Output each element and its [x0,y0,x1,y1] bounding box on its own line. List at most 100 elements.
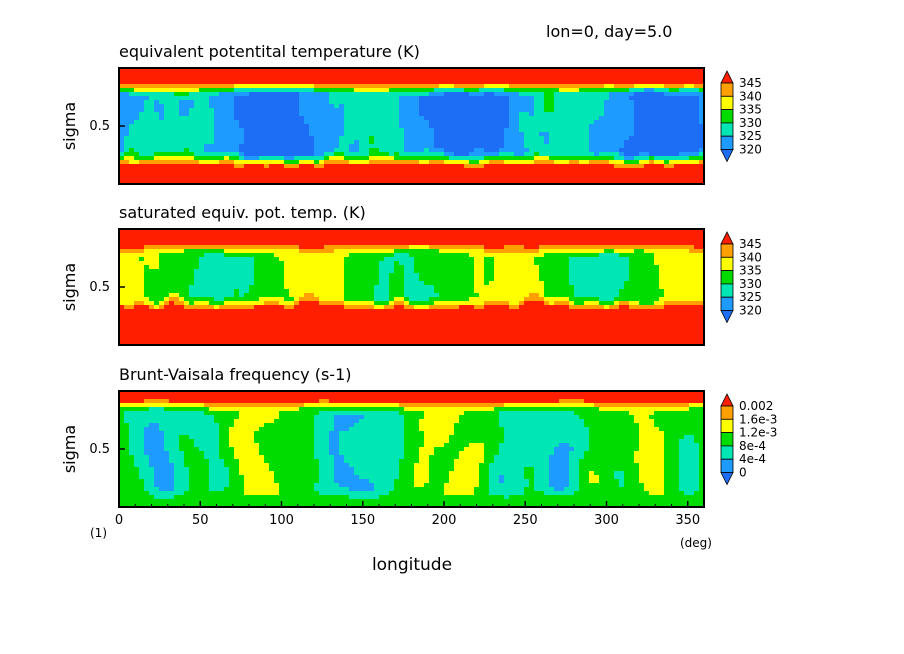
contour-cell [344,164,350,169]
contour-cell [199,273,205,278]
contour-cell [269,92,275,97]
contour-cell [329,229,335,234]
contour-cell [159,233,165,238]
contour-cell [354,269,360,274]
contour-cell [419,160,425,165]
contour-cell [394,104,400,109]
contour-cell [619,172,625,177]
contour-cell [259,100,265,105]
contour-cell [209,237,215,242]
contour-cell [544,245,550,250]
contour-cell [659,112,665,117]
contour-cell [414,148,420,153]
contour-cell [374,160,380,165]
contour-cell [539,124,545,129]
contour-cell [529,233,535,238]
contour-cell [254,68,260,73]
contour-cell [474,253,480,258]
contour-cell [369,124,375,129]
contour-cell [299,144,305,149]
contour-cell [699,265,705,270]
contour-cell [384,164,390,169]
contour-cell [499,72,505,77]
contour-cell [584,277,590,282]
contour-cell [259,172,265,177]
contour-cell [689,84,695,89]
contour-cell [529,249,535,254]
contour-cell [159,241,165,246]
contour-cell [454,261,460,266]
contour-cell [434,136,440,141]
contour-cell [674,116,680,121]
contour-cell [144,172,150,177]
contour-cell [569,257,575,262]
contour-cell [269,128,275,133]
contour-cell [534,116,540,121]
contour-cell [584,249,590,254]
contour-cell [464,261,470,266]
contour-cell [139,257,145,262]
contour-cell [299,176,305,181]
contour-cell [639,249,645,254]
contour-cell [369,152,375,157]
contour-cell [544,233,550,238]
contour-cell [269,100,275,105]
contour-cell [464,156,470,161]
contour-cell [444,112,450,117]
contour-cell [184,124,190,129]
contour-cell [194,249,200,254]
contour-cell [649,104,655,109]
contour-cell [539,108,545,113]
contour-cell [464,88,470,93]
contour-cell [184,100,190,105]
contour-cell [234,233,240,238]
contour-cell [339,245,345,250]
contour-cell [359,156,365,161]
contour-cell [429,92,435,97]
contour-cell [509,229,515,234]
contour-cell [549,148,555,153]
contour-cell [244,172,250,177]
contour-cell [274,156,280,161]
contour-cell [674,88,680,93]
contour-cell [354,68,360,73]
contour-cell [244,273,250,278]
contour-cell [189,164,195,169]
contour-cell [154,261,160,266]
contour-cell [644,233,650,238]
contour-cell [224,104,230,109]
contour-cell [644,116,650,121]
contour-cell [224,140,230,145]
contour-cell [189,148,195,153]
contour-cell [569,172,575,177]
contour-cell [509,92,515,97]
contour-cell [374,76,380,81]
contour-cell [519,120,525,125]
contour-cell [474,237,480,242]
contour-cell [219,88,225,93]
contour-cell [319,124,325,129]
contour-cell [124,164,130,169]
contour-cell [479,116,485,121]
contour-cell [584,108,590,113]
contour-cell [449,104,455,109]
contour-cell [654,233,660,238]
contour-cell [454,84,460,89]
contour-cell [509,88,515,93]
contour-cell [164,277,170,282]
contour-cell [399,277,405,282]
contour-cell [264,168,270,173]
contour-cell [209,116,215,121]
contour-cell [234,76,240,81]
contour-cell [129,253,135,258]
contour-cell [229,273,235,278]
contour-cell [674,237,680,242]
contour-cell [574,116,580,121]
contour-cell [684,112,690,117]
contour-cell [214,124,220,129]
contour-cell [599,176,605,181]
contour-cell [589,257,595,262]
contour-cell [289,160,295,165]
contour-cell [399,72,405,77]
contour-cell [454,104,460,109]
